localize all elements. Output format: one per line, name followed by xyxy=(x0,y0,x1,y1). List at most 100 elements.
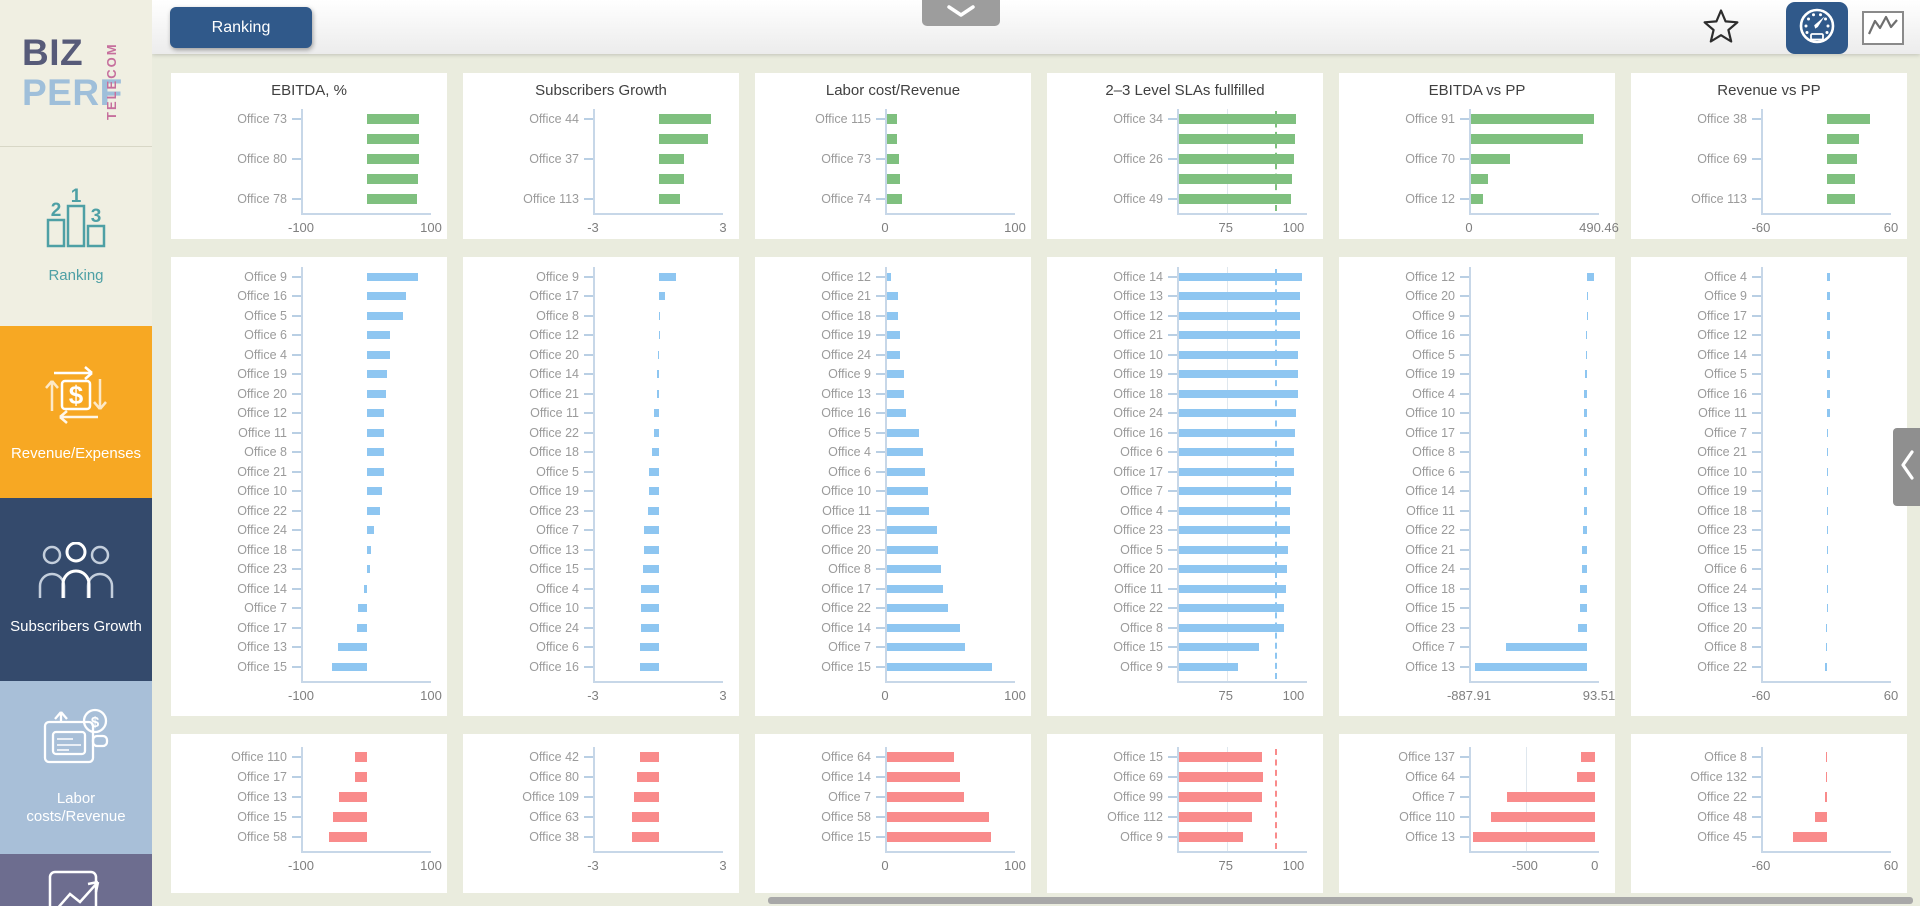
chart-bar[interactable] xyxy=(887,487,928,496)
chart-bar[interactable] xyxy=(1179,428,1295,437)
chart-bar[interactable] xyxy=(1827,272,1831,281)
chart-bar[interactable] xyxy=(1827,292,1831,301)
chart-bar[interactable] xyxy=(1179,134,1295,144)
chart-bar[interactable] xyxy=(1583,448,1587,457)
chart-bar[interactable] xyxy=(1583,506,1587,515)
chart-bar[interactable] xyxy=(1583,526,1587,535)
chart-bar[interactable] xyxy=(1581,565,1587,574)
chart-bar[interactable] xyxy=(1471,174,1488,184)
chart-bar[interactable] xyxy=(1471,194,1483,204)
chart-bar[interactable] xyxy=(1179,545,1289,554)
chart-bar[interactable] xyxy=(1179,752,1262,762)
chart-bar[interactable] xyxy=(632,832,659,842)
line-chart-view-button[interactable] xyxy=(1862,11,1904,45)
chart-bar[interactable] xyxy=(367,331,391,340)
chart-bar[interactable] xyxy=(887,545,939,554)
chart-bar[interactable] xyxy=(367,174,418,184)
chart-bar[interactable] xyxy=(644,526,659,535)
chart-bar[interactable] xyxy=(1827,114,1870,124)
chart-bar[interactable] xyxy=(364,584,367,593)
chart-bar[interactable] xyxy=(887,114,898,124)
chart-bar[interactable] xyxy=(1827,428,1829,437)
chart-bar[interactable] xyxy=(1179,331,1301,340)
chart-bar[interactable] xyxy=(1826,643,1828,652)
chart-bar[interactable] xyxy=(1179,832,1243,842)
chart-bar[interactable] xyxy=(1179,526,1290,535)
chart-bar[interactable] xyxy=(367,370,388,379)
chart-bar[interactable] xyxy=(639,643,659,652)
chart-bar[interactable] xyxy=(355,772,367,782)
chart-bar[interactable] xyxy=(1179,467,1294,476)
chart-bar[interactable] xyxy=(1825,662,1827,671)
sidebar-item-revenue-expenses[interactable]: $ Revenue/Expenses xyxy=(0,326,152,498)
chart-bar[interactable] xyxy=(887,792,964,802)
chart-bar[interactable] xyxy=(367,350,391,359)
right-panel-toggle[interactable] xyxy=(1893,428,1920,506)
chart-bar[interactable] xyxy=(1586,292,1589,301)
chart-bar[interactable] xyxy=(887,448,923,457)
chart-bar[interactable] xyxy=(634,792,659,802)
chart-bar[interactable] xyxy=(887,292,898,301)
sidebar-item-next-partial[interactable] xyxy=(0,854,152,906)
chart-bar[interactable] xyxy=(1579,584,1587,593)
chart-bar[interactable] xyxy=(358,604,367,613)
chart-bar[interactable] xyxy=(887,506,930,515)
chart-bar[interactable] xyxy=(1179,350,1298,359)
chart-bar[interactable] xyxy=(887,643,966,652)
chart-bar[interactable] xyxy=(653,428,659,437)
chart-bar[interactable] xyxy=(636,772,659,782)
chart-bar[interactable] xyxy=(887,752,954,762)
chart-bar[interactable] xyxy=(1179,194,1291,204)
chart-bar[interactable] xyxy=(1827,467,1829,476)
chart-bar[interactable] xyxy=(1825,752,1827,762)
chart-bar[interactable] xyxy=(338,643,367,652)
chart-bar[interactable] xyxy=(1581,545,1587,554)
chart-bar[interactable] xyxy=(1824,792,1827,802)
chart-bar[interactable] xyxy=(887,584,944,593)
chart-bar[interactable] xyxy=(887,409,907,418)
dashboard-view-button[interactable] xyxy=(1786,2,1848,54)
chart-bar[interactable] xyxy=(887,526,937,535)
chart-bar[interactable] xyxy=(632,812,659,822)
chart-bar[interactable] xyxy=(1179,370,1298,379)
chart-bar[interactable] xyxy=(656,389,659,398)
chart-bar[interactable] xyxy=(887,662,992,671)
chart-bar[interactable] xyxy=(887,467,926,476)
chart-bar[interactable] xyxy=(367,545,371,554)
chart-bar[interactable] xyxy=(1583,467,1587,476)
chart-bar[interactable] xyxy=(1827,506,1828,515)
chart-bar[interactable] xyxy=(1179,604,1285,613)
collapse-top-button[interactable] xyxy=(922,0,1000,26)
chart-bar[interactable] xyxy=(640,604,659,613)
chart-bar[interactable] xyxy=(328,832,367,842)
chart-bar[interactable] xyxy=(367,565,370,574)
chart-bar[interactable] xyxy=(367,154,419,164)
chart-bar[interactable] xyxy=(1585,370,1587,379)
chart-bar[interactable] xyxy=(1827,604,1828,613)
chart-bar[interactable] xyxy=(333,812,367,822)
chart-bar[interactable] xyxy=(1179,174,1293,184)
chart-bar[interactable] xyxy=(1471,114,1594,124)
chart-bar[interactable] xyxy=(1827,526,1828,535)
chart-bar[interactable] xyxy=(1827,389,1830,398)
chart-bar[interactable] xyxy=(639,662,659,671)
chart-bar[interactable] xyxy=(639,752,659,762)
chart-bar[interactable] xyxy=(887,565,941,574)
chart-bar[interactable] xyxy=(640,623,659,632)
chart-bar[interactable] xyxy=(367,428,385,437)
chart-bar[interactable] xyxy=(1179,662,1238,671)
chart-bar[interactable] xyxy=(1827,350,1831,359)
chart-bar[interactable] xyxy=(659,134,709,144)
chart-bar[interactable] xyxy=(887,623,960,632)
chart-bar[interactable] xyxy=(367,389,386,398)
chart-bar[interactable] xyxy=(1179,272,1302,281)
chart-bar[interactable] xyxy=(887,428,919,437)
chart-bar[interactable] xyxy=(1179,154,1294,164)
chart-bar[interactable] xyxy=(338,792,367,802)
sidebar-item-labor-costs-revenue[interactable]: $ Labor costs/Revenue xyxy=(0,681,152,854)
chart-bar[interactable] xyxy=(887,194,902,204)
chart-bar[interactable] xyxy=(367,409,385,418)
chart-bar[interactable] xyxy=(887,331,900,340)
chart-bar[interactable] xyxy=(1577,772,1595,782)
chart-bar[interactable] xyxy=(1586,331,1588,340)
